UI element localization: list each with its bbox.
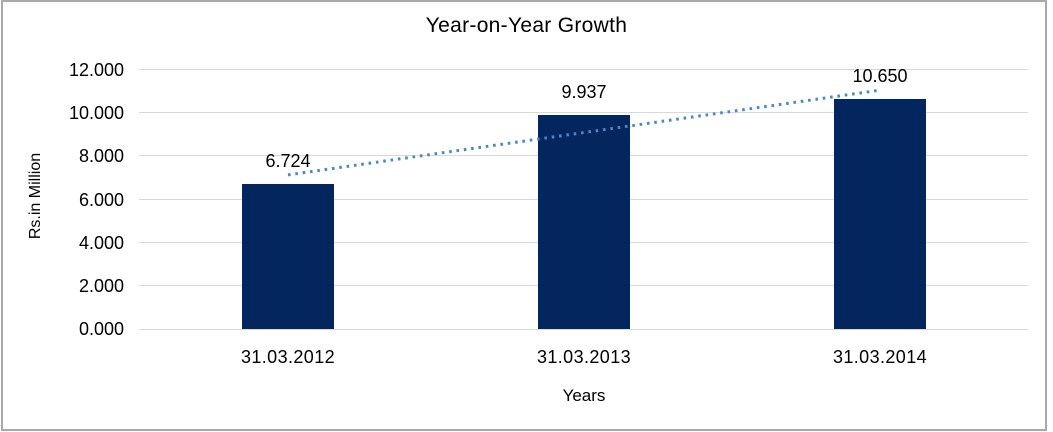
- y-tick-label: 12.000: [68, 60, 124, 80]
- bar-value-label: 6.724: [265, 151, 311, 171]
- bar-31.03.2013: [538, 115, 630, 329]
- gridline: [139, 329, 1028, 330]
- x-tick-label: 31.03.2013: [536, 347, 632, 367]
- bar-31.03.2012: [242, 184, 334, 329]
- x-axis-title: Years: [562, 386, 606, 405]
- y-tick-label: 10.000: [68, 103, 124, 123]
- gridline: [139, 69, 1028, 70]
- y-tick-label: 6.000: [78, 190, 124, 210]
- bar-value-label: 9.937: [561, 82, 607, 102]
- y-tick-label: 0.000: [78, 319, 124, 339]
- x-tick-label: 31.03.2012: [240, 347, 336, 367]
- bar-31.03.2014: [834, 99, 926, 329]
- y-tick-label: 8.000: [78, 146, 124, 166]
- chart-title: Year-on-Year Growth: [425, 14, 628, 37]
- x-tick-label: 31.03.2014: [832, 347, 928, 367]
- bar-value-label: 10.650: [852, 66, 908, 86]
- y-tick-label: 2.000: [78, 276, 124, 296]
- y-tick-label: 4.000: [78, 233, 124, 253]
